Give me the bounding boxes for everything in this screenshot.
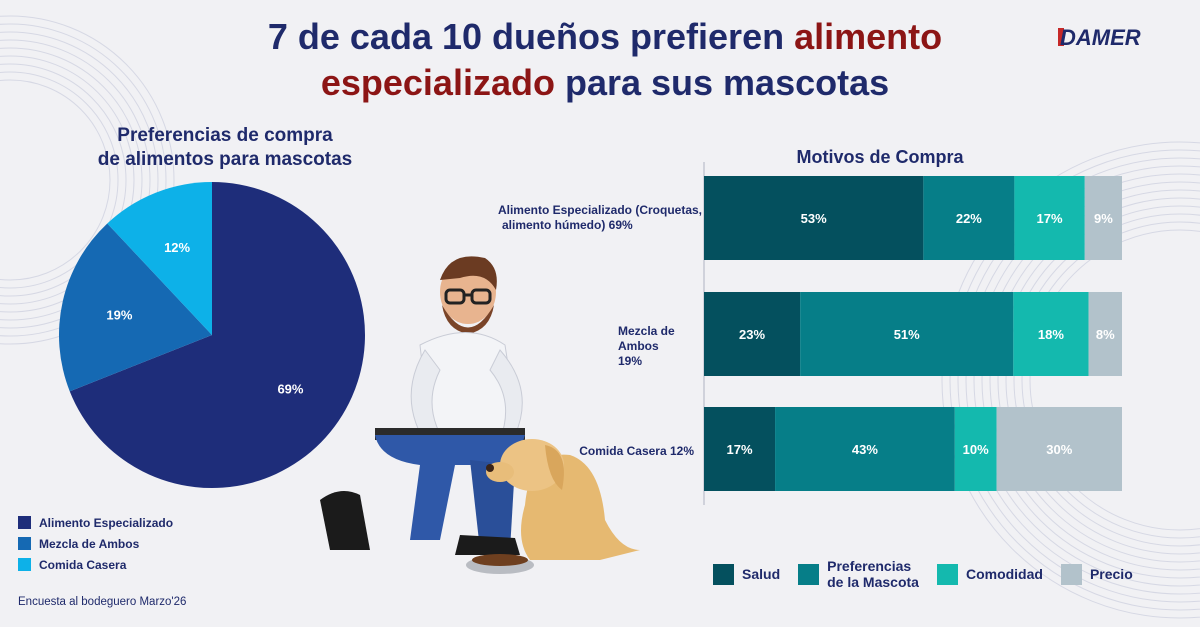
pie-legend-label: Alimento Especializado <box>39 515 174 530</box>
bar-segment-label: 18% <box>1038 327 1064 342</box>
bar-segment <box>1014 176 1085 260</box>
food-kibble <box>472 554 528 566</box>
bar-segment <box>775 407 955 491</box>
bar-category-line: Ambos 19% <box>618 339 659 368</box>
pie-chart-title: Preferencias de compra de alimentos para… <box>60 124 390 172</box>
pie-legend-swatch <box>18 537 31 550</box>
bar-legend-label: Precio <box>1089 566 1133 582</box>
pie-legend-label: Mezcla de Ambos <box>39 536 140 551</box>
bar-segment-label: 8% <box>1096 327 1115 342</box>
pie-title-line1: Preferencias de compra <box>117 125 333 146</box>
bar-legend-swatch <box>713 563 734 585</box>
bar-segment <box>800 292 1014 376</box>
bar-legend-item: Comodidad <box>936 558 1043 590</box>
bar-segment-label: 22% <box>956 211 982 226</box>
bar-legend-label: Preferencias de la Mascota <box>827 558 919 590</box>
pie-title-line2: de alimentos para mascotas <box>97 149 353 170</box>
survey-footnote: Encuesta al bodeguero Marzo'26 <box>18 596 187 608</box>
headline-highlight: alimento especializado <box>320 16 943 103</box>
bar-legend-label: Salud <box>742 566 781 582</box>
bar-category-line: alimento húmedo) 69% <box>502 218 633 232</box>
headline: 7 de cada 10 dueños prefieren alimento e… <box>170 14 1040 106</box>
pie-legend-swatch <box>18 558 31 571</box>
bar-legend-item: Salud <box>713 558 780 590</box>
bar-category-line: Mezcla de <box>618 324 675 338</box>
pie-legend: Alimento Especializado Mezcla de Ambos C… <box>18 512 173 575</box>
pie-legend-item: Alimento Especializado <box>18 512 173 533</box>
headline-part3: para sus mascotas <box>554 62 890 103</box>
bar-category-label: Mezcla de Ambos 19% <box>560 324 684 369</box>
headline-part1: 7 de cada 10 dueños prefieren <box>267 16 795 57</box>
bar-segment <box>954 407 997 491</box>
pie-legend-item: Mezcla de Ambos <box>18 533 173 554</box>
bar-category-label: Alimento Especializado (Croquetas, alime… <box>470 203 702 233</box>
bar-segment-label: 43% <box>852 442 878 457</box>
bar-segment <box>1013 292 1089 376</box>
dog-ear <box>545 445 564 490</box>
man-shoe-back <box>320 491 370 550</box>
dog-nose <box>486 464 494 472</box>
logo-text: DAMER <box>1060 25 1141 50</box>
bar-legend-swatch <box>936 563 958 585</box>
bar-segment-label: 17% <box>727 442 753 457</box>
bar-segment <box>1088 292 1122 376</box>
bar-segment <box>704 176 924 260</box>
bar-segment-label: 23% <box>739 327 765 342</box>
man-jeans <box>375 435 525 540</box>
bar-segment-label: 9% <box>1094 211 1113 226</box>
bar-category-line: Comida Casera 12% <box>579 444 694 458</box>
bar-legend-item: Precio <box>1060 558 1133 590</box>
bar-segment <box>704 292 801 376</box>
man-hair <box>440 256 497 290</box>
bar-legend: Salud Preferencias de la Mascota Comodid… <box>713 558 1151 590</box>
bar-segment <box>704 407 776 491</box>
bar-category-line: Alimento Especializado (Croquetas, <box>497 203 702 217</box>
bar-segment <box>996 407 1122 491</box>
bar-legend-item: Preferencias de la Mascota <box>798 558 919 590</box>
bar-segment <box>1084 176 1122 260</box>
bar-legend-swatch <box>798 563 820 585</box>
bar-category-label: Comida Casera 12% <box>540 444 694 459</box>
bar-segment-label: 17% <box>1037 211 1063 226</box>
man-feeding-dog-illustration <box>320 256 640 574</box>
pie-legend-label: Comida Casera <box>39 557 127 572</box>
bar-segment-label: 53% <box>801 211 827 226</box>
bar-segment <box>923 176 1015 260</box>
bar-segment-label: 30% <box>1046 442 1072 457</box>
man-shoe-front <box>455 535 520 555</box>
damer-logo: DAMER <box>1058 25 1141 50</box>
pie-legend-swatch <box>18 516 31 529</box>
pie-legend-item: Comida Casera <box>18 554 173 575</box>
man-leg-kneel <box>470 460 515 550</box>
man-beard <box>442 305 494 334</box>
bar-chart-title: Motivos de Compra <box>796 147 964 167</box>
bar-legend-label: Comodidad <box>965 566 1043 582</box>
bar-segment-label: 10% <box>963 442 989 457</box>
bar-legend-swatch <box>1060 563 1082 585</box>
glasses-icon <box>444 288 492 305</box>
bar-segment-label: 51% <box>894 327 920 342</box>
